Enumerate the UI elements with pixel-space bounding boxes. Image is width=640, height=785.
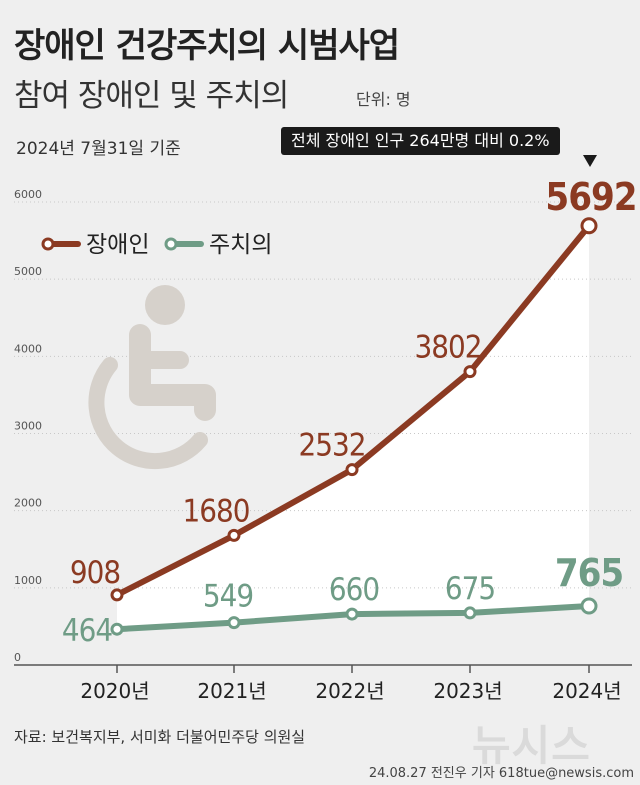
y-tick-label: 4000: [14, 342, 42, 355]
wheelchair-icon: [88, 285, 216, 470]
data-label-disabled: 3802: [415, 330, 482, 366]
callout-pointer: [583, 155, 597, 167]
data-label-disabled: 1680: [183, 493, 250, 529]
data-point-disabled: [110, 588, 124, 602]
data-label-disabled: 5692: [545, 175, 636, 219]
data-label-doctor: 765: [555, 551, 623, 595]
y-tick-label: 6000: [14, 188, 42, 201]
source-note: 자료: 보건복지부, 서미화 더불어민주당 의원실: [14, 728, 306, 746]
basis-date: 2024년 7월31일 기준: [16, 139, 181, 159]
page-subtitle: 참여 장애인 및 주치의: [14, 78, 289, 114]
page-title: 장애인 건강주치의 시범사업: [14, 26, 400, 66]
y-tick-label: 5000: [14, 265, 42, 278]
icon-body: [129, 324, 216, 421]
data-point-doctor: [580, 597, 598, 615]
data-point-doctor: [463, 606, 477, 620]
y-tick-label: 3000: [14, 420, 42, 433]
data-point-doctor: [110, 622, 124, 636]
legend-label: 주치의: [209, 232, 272, 258]
legend-swatch-marker: [41, 237, 55, 251]
unit-label: 단위: 명: [356, 90, 411, 109]
watermark-logo: 뉴시스: [472, 721, 591, 770]
x-tick-label: 2020년: [80, 679, 149, 703]
data-label-doctor: 549: [203, 579, 253, 615]
data-label-disabled: 908: [70, 555, 120, 591]
byline: 24.08.27 전진우 기자 618tue@newsis.com: [368, 766, 634, 781]
icon-head: [145, 285, 185, 325]
x-tick-label: 2024년: [552, 679, 621, 703]
area-fill: [117, 225, 589, 630]
callout-box: 전체 장애인 인구 264만명 대비 0.2%: [281, 127, 560, 155]
x-tick-label: 2023년: [433, 679, 502, 703]
icon-wheel: [88, 357, 208, 470]
x-tick-label: 2022년: [315, 679, 384, 703]
data-label-disabled: 2532: [299, 428, 366, 464]
data-point-disabled: [580, 217, 598, 235]
data-point-disabled: [463, 365, 477, 379]
x-tick-label: 2021년: [197, 679, 266, 703]
legend-swatch-marker: [164, 237, 178, 251]
data-label-doctor: 675: [445, 571, 495, 607]
data-point-disabled: [227, 528, 241, 542]
legend-label: 장애인: [86, 232, 149, 258]
data-point-doctor: [345, 607, 359, 621]
data-label-doctor: 464: [62, 613, 112, 649]
data-point-disabled: [345, 463, 359, 477]
y-tick-label: 2000: [14, 497, 42, 510]
y-tick-label: 0: [14, 651, 21, 664]
data-point-doctor: [227, 616, 241, 630]
y-tick-label: 1000: [14, 574, 42, 587]
data-label-doctor: 660: [329, 572, 379, 608]
